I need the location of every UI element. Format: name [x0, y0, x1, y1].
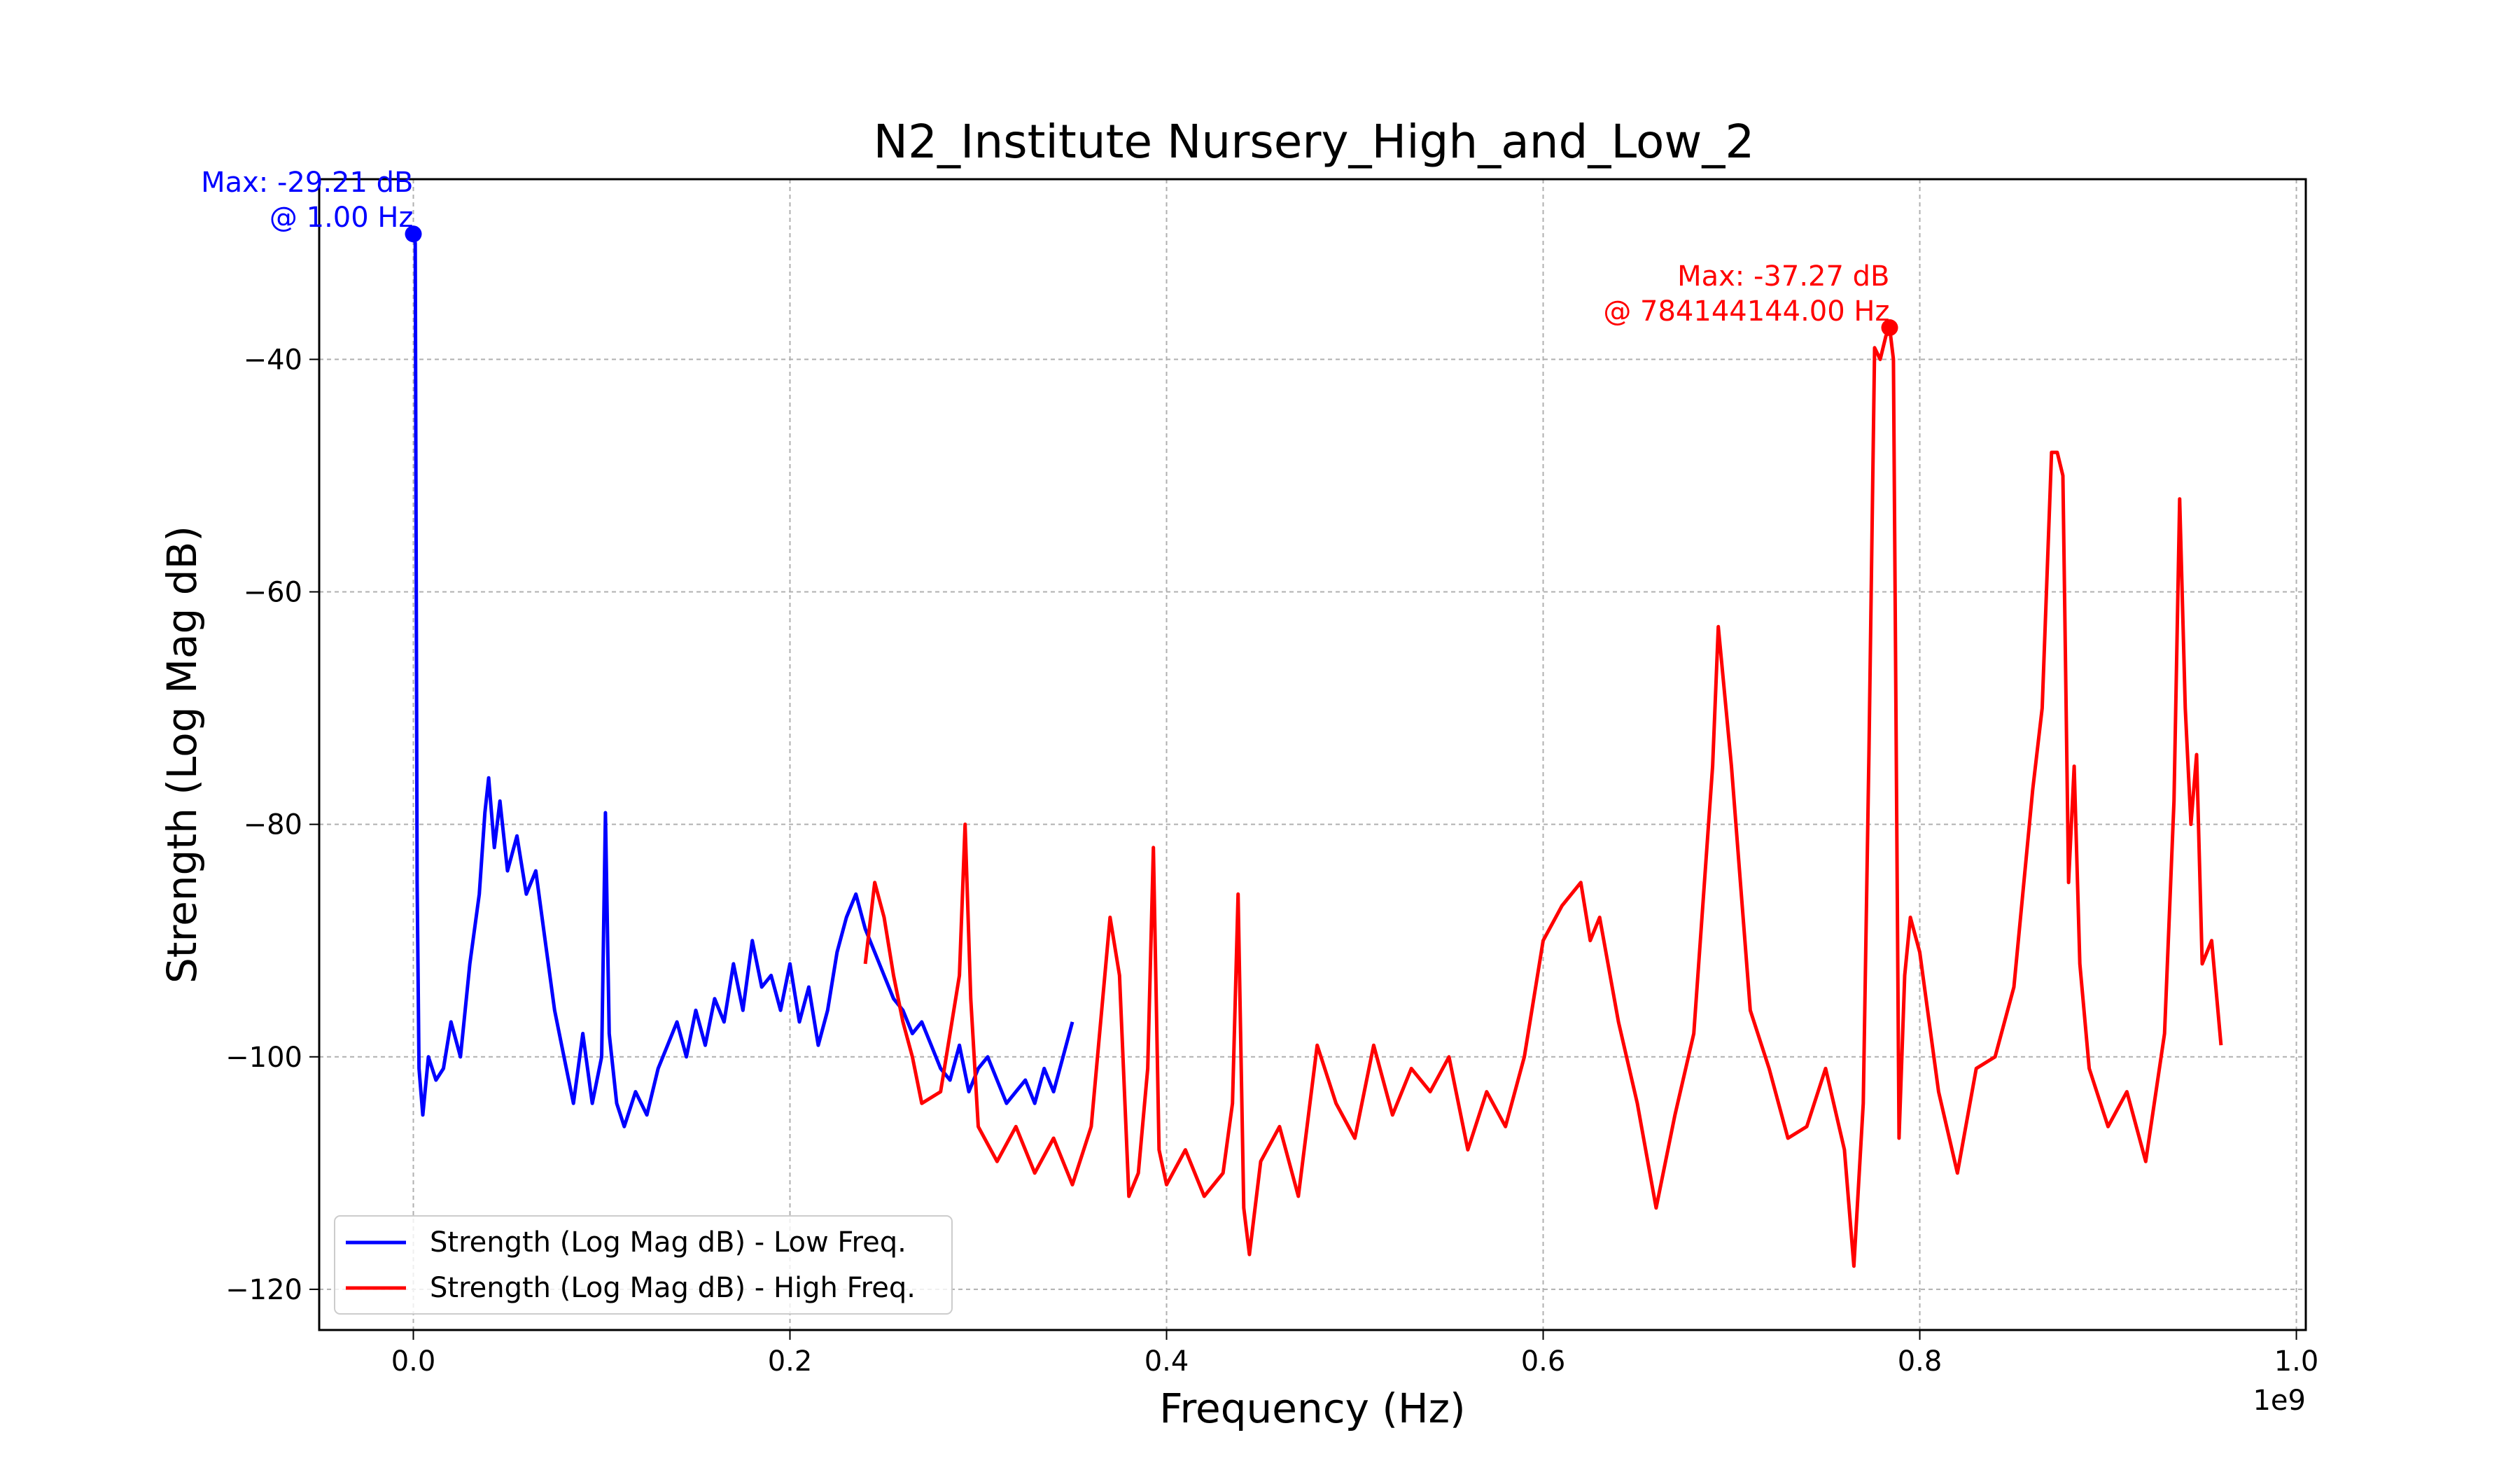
y-tick-label: −80: [244, 809, 302, 841]
x-tick-label: 0.6: [1521, 1345, 1566, 1378]
max-point-marker: [1881, 319, 1898, 337]
max-annotation-frequency: @ 1.00 Hz: [270, 202, 414, 234]
legend-label-low-freq: Strength (Log Mag dB) - Low Freq.: [430, 1226, 906, 1259]
legend-box: [334, 1215, 953, 1315]
series-line-low-freq: [412, 233, 1074, 1128]
x-tick-label: 0.0: [391, 1345, 436, 1378]
y-tick-label: −40: [244, 344, 302, 376]
grid: [319, 179, 2306, 1330]
x-axis-scale-label: 1e9: [2253, 1385, 2306, 1417]
y-tick-label: −120: [225, 1274, 302, 1306]
x-axis-label: Frequency (Hz): [1159, 1385, 1465, 1432]
x-tick-label: 1.0: [2274, 1345, 2319, 1378]
axis-ticks: 0.0 0.2 0.4 0.6 0.8 1.0 −40 −60 −80 −100 −120: [225, 344, 2318, 1378]
max-annotation-value: Max: -37.27 dB: [1677, 260, 1889, 293]
max-annotation-value: Max: -29.21 dB: [201, 167, 413, 199]
y-tick-label: −100: [225, 1042, 302, 1074]
max-annotation-frequency: @ 784144144.00 Hz: [1603, 295, 1889, 328]
legend-label-high-freq: Strength (Log Mag dB) - High Freq.: [430, 1272, 916, 1304]
max-point-marker: [405, 225, 422, 243]
x-tick-label: 0.2: [768, 1345, 813, 1378]
x-tick-label: 0.4: [1144, 1345, 1189, 1378]
legend: Strength (Log Mag dB) - Low Freq. Streng…: [334, 1215, 953, 1315]
chart-title: N2_Institute Nursery_High_and_Low_2: [874, 115, 1755, 169]
series-line-high-freq: [863, 326, 2223, 1268]
max-annotations: Max: -29.21 dB@ 1.00 Hz Max: -37.27 dB@ 7…: [201, 167, 1898, 337]
plot-area-frame: [318, 178, 2307, 1331]
series-lines: [412, 233, 2223, 1268]
y-tick-label: −60: [244, 577, 302, 609]
x-tick-label: 0.8: [1898, 1345, 1942, 1378]
y-axis-label: Strength (Log Mag dB): [158, 526, 206, 983]
